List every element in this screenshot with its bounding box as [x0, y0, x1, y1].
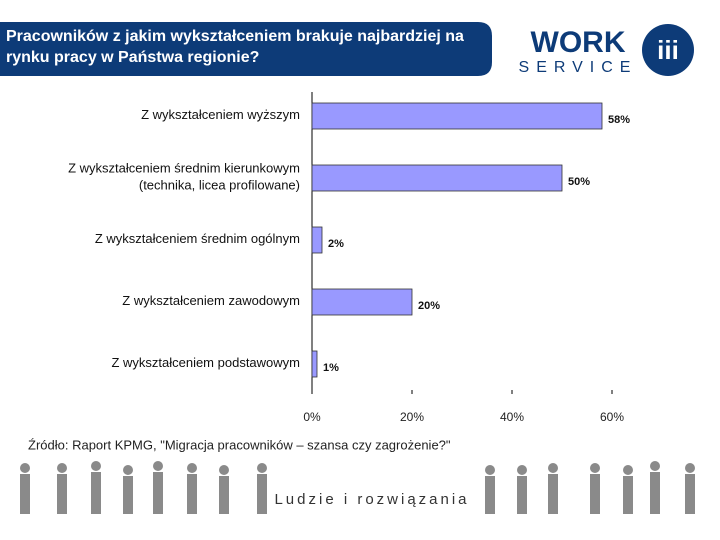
x-tick-label: 60% — [600, 410, 624, 424]
bar — [311, 164, 563, 192]
value-label: 50% — [568, 176, 590, 188]
source: Źródło: Raport KPMG, "Migracja pracownik… — [28, 437, 451, 452]
y-tick-label: Z wykształceniem wyższym — [141, 107, 300, 122]
tagline: Ludzie i rozwiązania — [274, 491, 469, 508]
value-label: 2% — [328, 238, 344, 250]
y-tick-label: Z wykształceniem podstawowym — [111, 355, 300, 370]
y-tick-label: Z wykształceniem zawodowym — [122, 293, 300, 308]
bar — [311, 350, 318, 378]
logo-sub: SERVICE — [519, 59, 638, 76]
title-wrap: Pracowników z jakim wykształceniem braku… — [6, 28, 464, 66]
x-tick-label: 20% — [400, 410, 424, 424]
value-label: 20% — [418, 300, 440, 312]
bar — [311, 102, 603, 130]
people-decoration — [20, 461, 695, 514]
bar — [311, 226, 323, 254]
y-tick-label: Z wykształceniem średnim kierunkowym (tec… — [68, 161, 300, 193]
value-label: 1% — [323, 362, 339, 374]
title: Pracowników z jakim wykształceniem braku… — [6, 28, 464, 66]
x-tick-label: 40% — [500, 410, 524, 424]
value-label: 58% — [608, 114, 630, 126]
x-tick-label: 0% — [303, 410, 321, 424]
logo-circle — [642, 24, 694, 76]
logo-word: WORK — [531, 26, 626, 59]
y-tick-label: Z wykształceniem średnim ogólnym — [95, 231, 300, 246]
bar — [311, 288, 413, 316]
logo-mark: iii — [657, 35, 679, 65]
title-box — [0, 22, 492, 76]
